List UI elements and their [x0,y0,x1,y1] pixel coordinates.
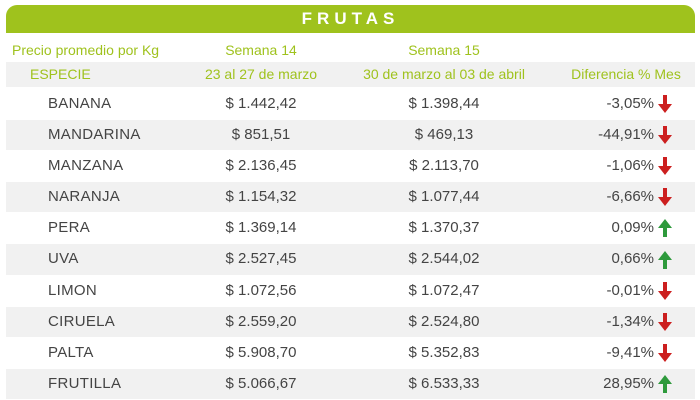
week14-price: $ 2.136,45 [225,157,297,175]
week15-price: $ 1.077,44 [408,188,480,206]
arrow-down-icon [656,182,674,212]
week14-price: $ 1.442,42 [225,95,297,112]
arrow-down-icon [656,120,674,150]
table-row: UVA $ 2.527,45 $ 2.544,02 0,66% [6,244,695,276]
week14-dates-header: 23 al 27 de marzo [204,66,318,82]
species-name: PERA [48,219,91,237]
arrow-down-icon [656,276,674,306]
table-title: FRUTAS [6,5,695,33]
difference-percent: -1,06% [606,157,654,175]
week14-price: $ 2.527,45 [225,250,297,268]
week14-price: $ 1.072,56 [225,281,297,299]
subheader-row [6,62,695,87]
difference-percent: 28,95% [603,374,654,392]
week15-price: $ 1.398,44 [408,95,480,112]
species-name: MANZANA [48,157,124,175]
week15-price: $ 2.544,02 [408,250,480,268]
table-body: BANANA $ 1.442,42 $ 1.398,44 -3,05% MANDARIN… [6,89,695,400]
week15-header: Semana 15 [408,42,480,58]
week14-price: $ 5.066,67 [225,374,297,392]
table-row: LIMON $ 1.072,56 $ 1.072,47 -0,01% [6,276,695,307]
week14-price: $ 2.559,20 [225,312,297,330]
species-name: NARANJA [48,188,121,206]
difference-percent: -44,91% [598,126,654,144]
week14-price: $ 1.369,14 [225,219,297,237]
table-row: PERA $ 1.369,14 $ 1.370,37 0,09% [6,213,695,245]
difference-percent: 0,09% [611,219,654,237]
table-row: MANDARINA $ 851,51 $ 469,13 -44,91% [6,120,695,152]
week15-price: $ 5.352,83 [408,343,480,361]
table-row: CIRUELA $ 2.559,20 $ 2.524,80 -1,34% [6,306,695,338]
species-name: FRUTILLA [48,374,122,392]
difference-percent: -0,01% [606,281,654,299]
arrow-down-icon [656,89,674,119]
table-row: MANZANA $ 2.136,45 $ 2.113,70 -1,06% [6,151,695,183]
species-name: MANDARINA [48,126,141,144]
arrow-down-icon [656,151,674,181]
week14-price: $ 851,51 [231,126,291,144]
week14-price: $ 5.908,70 [225,343,297,361]
table-row: BANANA $ 1.442,42 $ 1.398,44 -3,05% [6,89,695,121]
table-row: FRUTILLA $ 5.066,67 $ 6.533,33 28,95% [6,368,695,400]
species-name: PALTA [48,343,94,361]
species-name: UVA [48,250,79,268]
difference-percent: 0,66% [611,250,654,268]
table-row: PALTA $ 5.908,70 $ 5.352,83 -9,41% [6,338,695,369]
week15-dates-header: 30 de marzo al 03 de abril [363,66,525,82]
species-name: CIRUELA [48,312,116,330]
week15-price: $ 6.533,33 [408,374,480,392]
week15-price: $ 2.113,70 [409,157,479,175]
arrow-down-icon [656,338,674,368]
week15-price: $ 469,13 [414,126,474,144]
week14-header: Semana 14 [225,42,297,58]
arrow-down-icon [656,307,674,337]
species-header: ESPECIE [30,66,91,82]
arrow-up-icon [656,369,674,399]
difference-percent: -1,34% [606,312,654,330]
week15-price: $ 1.072,47 [408,281,480,299]
species-name: LIMON [48,281,98,299]
week15-price: $ 2.524,80 [408,312,480,330]
table-row: NARANJA $ 1.154,32 $ 1.077,44 -6,66% [6,182,695,214]
difference-percent: -3,05% [606,95,654,112]
week14-price: $ 1.154,32 [225,188,297,206]
difference-percent: -6,66% [606,188,654,206]
week15-price: $ 1.370,37 [408,219,480,237]
arrow-up-icon [656,213,674,243]
species-name: BANANA [48,95,112,112]
arrow-up-icon [656,244,674,274]
price-per-kg-label: Precio promedio por Kg [12,42,160,58]
difference-percent: -9,41% [606,343,654,361]
monthly-difference-header: Diferencia % Mes [571,66,681,82]
